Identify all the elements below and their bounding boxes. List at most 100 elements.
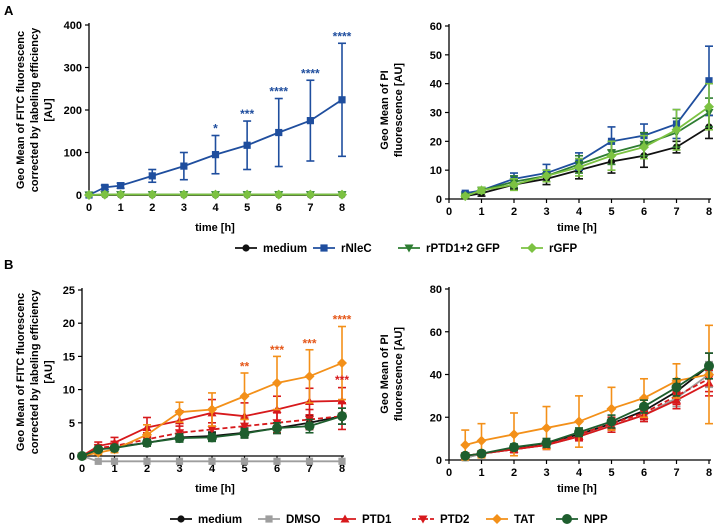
a-right-ytick-label: 60	[430, 21, 442, 33]
data-point	[175, 457, 184, 465]
b-left-series-npp	[77, 407, 347, 461]
data-point	[305, 189, 316, 200]
data-point	[705, 77, 713, 85]
b-right-ytick-label: 40	[430, 370, 442, 382]
series-line	[81, 455, 342, 463]
a-right-series-rgfp	[460, 82, 714, 202]
series-line	[465, 80, 710, 195]
data-point	[109, 443, 120, 454]
b-left-ytick-label: 10	[63, 385, 75, 397]
b-right-series-dmso	[461, 360, 713, 462]
data-point	[509, 179, 519, 190]
b-left-xtick-label: 7	[306, 463, 312, 475]
ylabel-a-left-line2: corrected by labeling efficiency	[29, 27, 41, 192]
data-point	[476, 185, 487, 196]
legend-marker	[418, 515, 428, 524]
data-point	[671, 382, 682, 393]
legend-label: PTD2	[440, 514, 469, 526]
data-point	[239, 391, 250, 402]
a-right-xtick-label: 2	[511, 206, 517, 218]
data-point	[606, 150, 617, 161]
b-right-xtick-label: 6	[641, 467, 647, 479]
data-point	[84, 190, 94, 200]
b-left-ytick-label: 20	[63, 318, 75, 330]
data-point	[99, 189, 110, 200]
significance-label: ***	[302, 336, 316, 350]
data-point	[94, 457, 102, 465]
series-line	[81, 415, 343, 457]
b-right-ytick-label: 80	[430, 284, 442, 296]
data-point	[178, 189, 189, 200]
significance-label: ***	[240, 107, 254, 121]
data-point	[211, 151, 220, 159]
b-left-xtick-label: 6	[274, 463, 280, 475]
data-point	[93, 444, 104, 455]
data-point	[704, 360, 714, 371]
b-right-xtick-label: 4	[576, 467, 583, 479]
legend-item-rptd1-2-gfp: rPTD1+2 GFP	[398, 243, 500, 255]
chart-a-right: 0 10 20 30 40 50 60 0 1 2 3 4 5 6 7 8	[430, 21, 714, 218]
legend-marker	[177, 515, 185, 523]
a-left-xtick-label: 7	[307, 202, 313, 214]
a-right-ytick-label: 0	[436, 194, 442, 206]
xlabel-b-right: time [h]	[557, 483, 597, 495]
b-left-xtick-label: 5	[241, 463, 247, 475]
b-right-xtick-label: 3	[543, 467, 549, 479]
legend-a: medium rNleC rPTD1+2 GFP rGFP	[235, 243, 577, 255]
a-left-xtick-label: 2	[149, 202, 155, 214]
a-right-ytick-label: 40	[430, 79, 442, 91]
data-point	[639, 142, 649, 153]
data-point	[460, 450, 471, 461]
a-right-xtick-label: 1	[478, 206, 484, 218]
significance-label: ****	[269, 85, 288, 99]
data-point	[207, 432, 217, 443]
a-left-ytick-label: 100	[64, 148, 82, 160]
a-right-ytick-label: 30	[430, 108, 442, 120]
data-point	[476, 448, 487, 459]
legend-label: DMSO	[286, 514, 321, 526]
data-point	[273, 457, 281, 465]
data-point	[639, 401, 649, 412]
data-point	[272, 423, 282, 434]
data-point	[606, 416, 617, 427]
data-point	[460, 191, 471, 202]
significance-label: ****	[333, 313, 352, 327]
data-point	[207, 404, 217, 415]
data-point	[142, 429, 152, 440]
b-right-ytick-label: 20	[430, 412, 442, 424]
ylabel-b-right-line1: Geo Mean of PI	[379, 334, 391, 413]
data-point	[273, 189, 284, 200]
legend-label: PTD1	[362, 514, 392, 526]
data-point	[180, 162, 188, 170]
data-point	[304, 371, 315, 382]
data-point	[110, 457, 119, 465]
data-point	[117, 182, 125, 190]
data-point	[115, 189, 126, 200]
b-left-xtick-label: 1	[111, 463, 117, 475]
data-point	[272, 377, 282, 388]
ylabel-b-left-line3: [AU]	[43, 360, 55, 384]
legend-item-rnlec: rNleC	[313, 243, 372, 255]
legend-label: NPP	[584, 514, 608, 526]
legend-label: rNleC	[341, 243, 372, 255]
a-left-xtick-label: 5	[244, 202, 250, 214]
a-right-xtick-label: 6	[641, 206, 647, 218]
data-point	[574, 162, 584, 173]
data-point	[304, 421, 315, 432]
legend-label: medium	[263, 243, 307, 255]
data-point	[101, 183, 109, 191]
a-left-xtick-label: 3	[181, 202, 187, 214]
b-right-xtick-label: 8	[706, 467, 712, 479]
b-left-ytick-label: 0	[69, 451, 75, 463]
ylabel-b-left-line2: corrected by labeling efficiency	[29, 289, 41, 454]
legend-marker	[404, 244, 414, 253]
legend-marker	[242, 244, 250, 252]
data-point	[541, 170, 552, 181]
ylabel-a-left-line1: Geo Mean of FITC fluorescenc	[15, 31, 27, 189]
data-point	[242, 189, 253, 200]
ylabel-b-left-line1: Geo Mean of FITC fluorescenc	[15, 293, 27, 451]
legend-item-medium: medium	[235, 243, 307, 255]
series-line	[81, 362, 343, 457]
